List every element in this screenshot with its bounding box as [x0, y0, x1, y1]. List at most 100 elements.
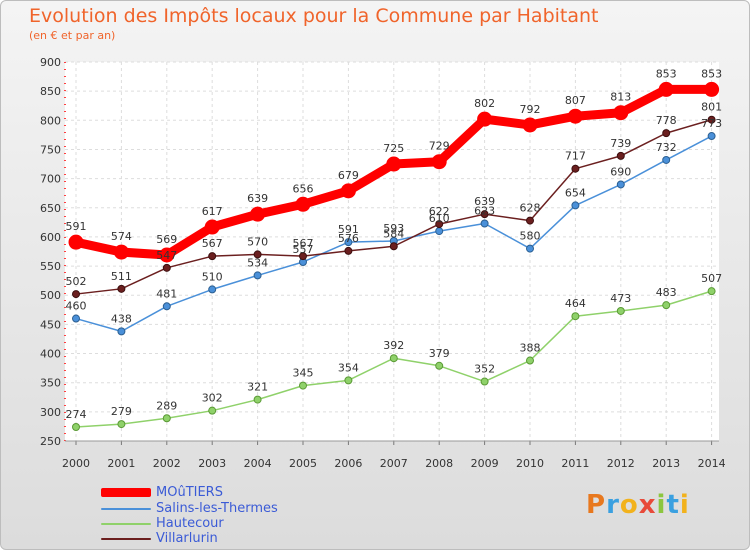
data-label-villarlurin: 570	[247, 235, 268, 248]
legend-item-salins[interactable]: Salins-les-Thermes	[101, 501, 278, 516]
data-point-moutiers	[704, 81, 720, 97]
data-point-salins	[117, 327, 126, 336]
data-label-villarlurin: 567	[202, 237, 223, 250]
data-point-hautecour	[117, 420, 126, 429]
y-tick-label: 650	[40, 202, 61, 215]
data-point-moutiers	[250, 206, 266, 222]
data-point-moutiers	[658, 81, 674, 97]
data-label-villarlurin: 739	[610, 137, 631, 150]
data-label-salins: 623	[474, 205, 495, 218]
proxiti-logo[interactable]: Proxiti	[586, 490, 690, 520]
y-tick-label: 250	[40, 435, 61, 448]
data-point-moutiers	[567, 108, 583, 124]
data-point-salins	[344, 238, 353, 247]
data-label-hautecour: 352	[474, 363, 495, 376]
data-point-salins	[208, 285, 217, 294]
data-label-hautecour: 274	[66, 408, 87, 421]
data-label-salins: 481	[156, 287, 177, 300]
x-tick-label: 2007	[380, 457, 408, 470]
data-label-moutiers: 729	[429, 140, 450, 153]
data-point-moutiers	[613, 105, 629, 121]
data-label-hautecour: 289	[156, 399, 177, 412]
data-point-hautecour	[389, 354, 398, 363]
data-label-salins: 557	[293, 243, 314, 256]
data-label-salins: 610	[429, 212, 450, 225]
data-label-hautecour: 379	[429, 347, 450, 360]
x-tick-label: 2002	[153, 457, 181, 470]
x-tick-label: 2008	[425, 457, 453, 470]
data-label-villarlurin: 502	[66, 275, 87, 288]
data-label-hautecour: 345	[293, 367, 314, 380]
data-label-hautecour: 392	[383, 339, 404, 352]
data-point-villarlurin	[662, 129, 671, 138]
x-tick-label: 2003	[198, 457, 226, 470]
data-point-villarlurin	[253, 250, 262, 259]
data-label-hautecour: 483	[656, 286, 677, 299]
x-tick-label: 2011	[561, 457, 589, 470]
legend-item-moutiers[interactable]: MOûTIERS	[101, 485, 223, 500]
data-label-villarlurin: 576	[338, 232, 359, 245]
data-point-hautecour	[435, 361, 444, 370]
data-point-moutiers	[522, 117, 538, 133]
data-label-hautecour: 507	[701, 272, 722, 285]
data-label-moutiers: 569	[156, 233, 177, 246]
chart-subtitle: (en € et par an)	[29, 29, 116, 42]
data-label-villarlurin: 628	[520, 202, 541, 215]
data-label-salins: 690	[610, 165, 631, 178]
data-label-moutiers: 802	[474, 97, 495, 110]
data-point-hautecour	[344, 376, 353, 385]
data-point-moutiers	[386, 156, 402, 172]
data-label-salins: 510	[202, 270, 223, 283]
data-label-salins: 591	[338, 223, 359, 236]
data-point-salins	[707, 132, 716, 141]
y-tick-label: 800	[40, 114, 61, 127]
data-point-salins	[616, 180, 625, 189]
data-label-villarlurin: 567	[293, 237, 314, 250]
data-label-moutiers: 725	[383, 142, 404, 155]
data-point-hautecour	[707, 287, 716, 296]
legend-swatch-hautecour	[101, 522, 151, 525]
data-point-hautecour	[162, 414, 171, 423]
data-point-hautecour	[571, 312, 580, 321]
legend-swatch-moutiers	[101, 488, 151, 497]
y-tick-label: 600	[40, 231, 61, 244]
data-label-hautecour: 464	[565, 297, 586, 310]
data-label-moutiers: 656	[293, 182, 314, 195]
data-label-moutiers: 639	[247, 192, 268, 205]
legend-swatch-villarlurin	[101, 537, 151, 540]
data-point-salins	[571, 201, 580, 210]
x-tick-label: 2012	[607, 457, 635, 470]
data-point-hautecour	[299, 381, 307, 390]
data-label-salins: 534	[247, 256, 268, 269]
data-point-moutiers	[340, 183, 356, 199]
legend-label-hautecour: Hautecour	[156, 516, 224, 531]
data-label-salins: 593	[383, 222, 404, 235]
data-label-hautecour: 302	[202, 392, 223, 405]
x-tick-label: 2010	[516, 457, 544, 470]
data-label-villarlurin: 801	[701, 101, 722, 114]
legend-item-hautecour[interactable]: Hautecour	[101, 516, 224, 531]
data-point-villarlurin	[480, 210, 489, 219]
data-label-hautecour: 388	[520, 342, 541, 355]
x-tick-label: 2001	[107, 457, 135, 470]
y-tick-label: 300	[40, 406, 61, 419]
data-label-salins: 580	[520, 230, 541, 243]
y-tick-label: 850	[40, 85, 61, 98]
legend-item-villarlurin[interactable]: Villarlurin	[101, 531, 218, 546]
data-point-salins	[526, 244, 534, 253]
data-label-moutiers: 813	[610, 91, 631, 104]
y-tick-label: 500	[40, 289, 61, 302]
data-point-villarlurin	[208, 252, 217, 261]
y-tick-label: 750	[40, 143, 61, 156]
data-point-hautecour	[72, 423, 80, 432]
data-label-moutiers: 792	[520, 103, 541, 116]
data-point-salins	[253, 271, 262, 280]
data-label-villarlurin: 547	[156, 249, 177, 262]
data-label-salins: 773	[701, 117, 722, 130]
data-point-moutiers	[477, 111, 493, 127]
data-point-hautecour	[480, 377, 489, 386]
data-point-hautecour	[526, 356, 534, 365]
data-point-moutiers	[113, 244, 129, 260]
data-label-hautecour: 473	[610, 292, 631, 305]
